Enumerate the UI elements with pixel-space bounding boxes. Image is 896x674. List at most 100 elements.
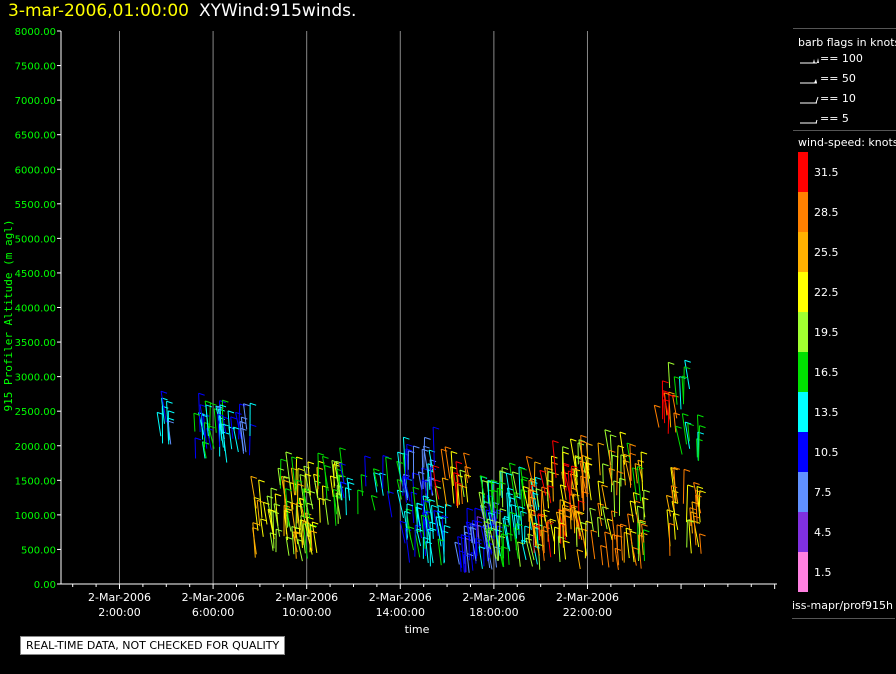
wind-barb (513, 527, 519, 559)
wind-barb-flag (675, 425, 682, 429)
wind-barb (262, 502, 268, 525)
wind-barb (292, 531, 298, 553)
wind-barb (498, 482, 501, 504)
wind-barb (252, 522, 256, 558)
wind-barb-flag (263, 501, 270, 505)
wind-barb (663, 399, 666, 424)
legend-divider (793, 28, 896, 29)
wind-barb-flag (408, 450, 415, 454)
wind-barb-flag (501, 533, 508, 537)
wind-barb-flag (418, 471, 425, 475)
wind-barb-flag (497, 525, 504, 529)
wind-barb-flag (539, 469, 547, 473)
wind-barb-flag (280, 458, 287, 462)
wind-barb-flag (475, 520, 483, 524)
wind-barb-flag (578, 439, 586, 443)
x-tick-label: 2-Mar-2006 (369, 591, 432, 604)
wind-barb-flag (538, 543, 545, 547)
wind-barb (693, 482, 702, 514)
wind-barb (417, 471, 423, 491)
wind-barb (533, 461, 536, 487)
wind-barb-flag (310, 530, 318, 534)
wind-barb-flag (266, 495, 274, 499)
wind-barb (665, 495, 672, 517)
wind-barb-flag (297, 483, 304, 487)
wind-barb (454, 542, 460, 565)
wind-barb-flag (285, 488, 292, 492)
colorbar-label: 31.5 (814, 166, 839, 179)
wind-barb (585, 462, 592, 501)
wind-barb (581, 491, 585, 512)
wind-barb (347, 482, 351, 501)
wind-barb (379, 472, 384, 496)
wind-barb-flag (429, 527, 437, 531)
barb-legend-item: == 50 (799, 72, 856, 86)
barb-pennant-icon (800, 79, 817, 84)
wind-barb-flag (241, 416, 248, 420)
wind-barb (619, 432, 626, 465)
wind-barb (575, 527, 578, 547)
wind-barb (584, 462, 587, 489)
wind-barb-flag (385, 456, 392, 460)
wind-barb (227, 410, 231, 432)
wind-barb-flag (451, 451, 458, 454)
wind-barb (339, 463, 345, 484)
wind-barb (324, 465, 328, 500)
wind-barb-flag (674, 376, 681, 380)
wind-barb-flag (233, 426, 240, 430)
wind-barb-flag (572, 468, 579, 472)
wind-barb-flag (683, 468, 691, 472)
wind-barb (201, 441, 206, 459)
wind-barb-flag (249, 402, 257, 406)
wind-barb-flag (202, 441, 210, 445)
y-tick-label: 7000.00 (15, 96, 56, 107)
wind-barb-flag (513, 527, 520, 531)
x-tick-label: 2:00:00 (98, 606, 140, 619)
wind-barb-flag (668, 361, 675, 365)
wind-barb (478, 546, 483, 569)
wind-barb (693, 516, 697, 546)
wind-barb (486, 528, 490, 547)
wind-barb (160, 391, 167, 423)
quality-notice: REAL-TIME DATA, NOT CHECKED FOR QUALITY (20, 636, 286, 655)
wind-barb (505, 473, 512, 503)
wind-barb-flag (558, 536, 565, 540)
wind-barb-flag (166, 400, 173, 404)
wind-barb (333, 495, 337, 526)
wind-barb (529, 489, 536, 515)
wind-barb (489, 527, 497, 559)
x-tick-label: 18:00:00 (469, 606, 518, 619)
wind-barb-flag (457, 484, 464, 488)
wind-barb-flag (403, 436, 410, 440)
wind-barb-flag (310, 524, 318, 528)
wind-barb-flag (563, 540, 570, 544)
wind-barb (290, 468, 296, 496)
wind-barb (678, 376, 682, 410)
wind-barb-flag (581, 528, 588, 532)
wind-barb-flag (468, 523, 475, 527)
wind-barb (429, 467, 433, 494)
wind-barb (421, 449, 424, 490)
wind-barb-flag (324, 465, 331, 468)
wind-barb (156, 412, 162, 437)
wind-barb (240, 417, 247, 453)
wind-barb (501, 467, 504, 508)
wind-barb-flag (685, 421, 692, 425)
barb-legend-item: == 5 (799, 112, 849, 126)
wind-barb-flag (662, 380, 669, 384)
wind-barb (435, 516, 442, 547)
wind-barb (584, 521, 587, 559)
y-tick-label: 8000.00 (15, 27, 56, 38)
wind-barb (469, 527, 477, 562)
wind-barb (549, 518, 555, 542)
wind-barb (219, 404, 223, 438)
wind-barb-flag (573, 493, 580, 497)
wind-barb (673, 412, 677, 433)
wind-barb (463, 452, 470, 479)
wind-barb-flag (428, 498, 435, 502)
x-tick-label: 6:00:00 (192, 606, 234, 619)
wind-barb-flag (641, 523, 648, 527)
wind-barb-flag (250, 424, 257, 427)
wind-barb-flag (488, 512, 495, 516)
wind-barb-flag (433, 510, 440, 513)
